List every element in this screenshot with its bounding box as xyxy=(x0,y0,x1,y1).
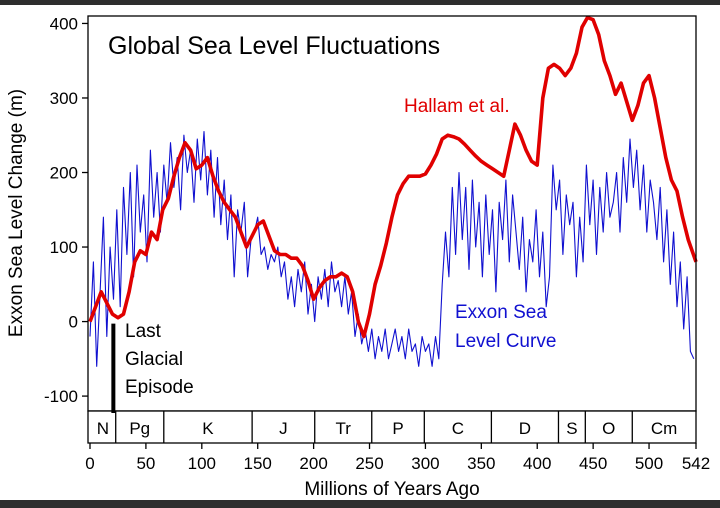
period-label: S xyxy=(566,419,577,438)
period-label: Tr xyxy=(336,419,352,438)
exxon-label-line2: Level Curve xyxy=(455,331,556,352)
y-tick-label: 0 xyxy=(69,313,78,332)
annotation-line2: Glacial xyxy=(125,349,183,370)
y-tick-label: 100 xyxy=(50,238,78,257)
x-tick-label: 450 xyxy=(579,454,607,473)
y-axis-label: Exxon Sea Level Change (m) xyxy=(6,89,27,337)
period-label: K xyxy=(202,419,214,438)
exxon-series-line xyxy=(89,130,695,367)
x-tick-label: 0 xyxy=(85,454,94,473)
period-label: P xyxy=(392,419,403,438)
period-label: D xyxy=(519,419,531,438)
hallam-series-line xyxy=(88,15,698,339)
period-bar xyxy=(87,410,697,444)
x-tick-label: 350 xyxy=(467,454,495,473)
x-tick-label: 200 xyxy=(299,454,327,473)
period-label: N xyxy=(97,419,109,438)
period-label: O xyxy=(602,419,615,438)
x-tick-label: 150 xyxy=(244,454,272,473)
y-tick-label: -100 xyxy=(44,387,78,406)
x-tick-label: 500 xyxy=(635,454,663,473)
period-label: C xyxy=(452,419,464,438)
sea-level-chart: -100 0 100 200 300 400 0 50 100 150 200 250 300 350 40… xyxy=(6,14,710,500)
x-tick-label: 542 xyxy=(682,454,710,473)
annotation-line3: Episode xyxy=(125,377,194,398)
annotation-line1: Last xyxy=(125,321,162,342)
x-tick-label: 50 xyxy=(136,454,155,473)
y-tick-label: 300 xyxy=(50,89,78,108)
x-tick-label: 100 xyxy=(188,454,216,473)
period-label: Pg xyxy=(129,419,150,438)
x-tick-label: 300 xyxy=(411,454,439,473)
exxon-label-line1: Exxon Sea xyxy=(455,302,547,323)
period-label: J xyxy=(279,419,288,438)
y-tick-label: 400 xyxy=(50,14,78,33)
chart-frame: -100 0 100 200 300 400 0 50 100 150 200 250 300 350 40… xyxy=(0,5,720,500)
x-tick-label: 250 xyxy=(355,454,383,473)
hallam-label: Hallam et al. xyxy=(404,96,510,117)
period-label: Cm xyxy=(651,419,677,438)
chart-title: Global Sea Level Fluctuations xyxy=(108,32,440,60)
x-axis-label: Millions of Years Ago xyxy=(304,479,479,500)
x-tick-label: 400 xyxy=(523,454,551,473)
y-tick-label: 200 xyxy=(50,164,78,183)
